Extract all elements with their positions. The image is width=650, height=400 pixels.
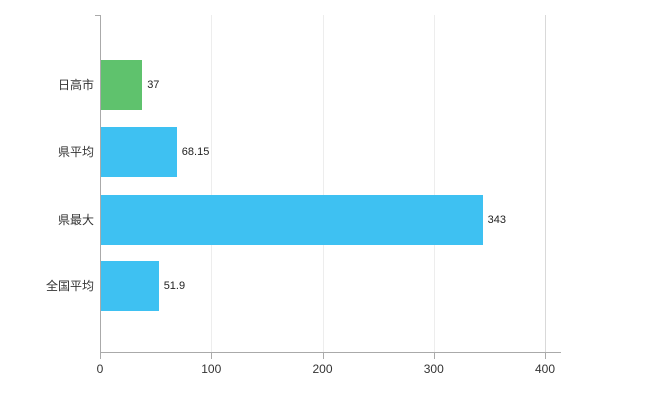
x-tick-label: 300 (423, 362, 444, 376)
x-tick-label: 400 (534, 362, 556, 376)
x-axis-tick-100 (211, 353, 213, 359)
x-tick-label: 100 (201, 362, 222, 376)
x-tick-label: 0 (96, 362, 104, 376)
gridline-400 (545, 15, 546, 352)
x-axis-tick-200 (322, 353, 324, 359)
category-label: 全国平均 (45, 279, 94, 293)
plot-area: 37 68.15 343 51.9 (100, 15, 561, 353)
value-label: 51.9 (163, 280, 186, 292)
x-axis-tick-300 (433, 353, 435, 359)
category-label: 日高市 (57, 78, 94, 92)
gridline-200 (322, 15, 324, 352)
x-axis-tick-0 (100, 353, 101, 359)
bar-県最大 (101, 195, 483, 245)
value-label: 343 (487, 214, 506, 226)
bar-日高市 (101, 60, 143, 110)
gridline-100 (211, 15, 213, 352)
value-label: 68.15 (181, 146, 210, 158)
bar-県平均 (101, 127, 177, 177)
gridline-300 (433, 15, 435, 352)
x-axis-tick-400 (545, 353, 546, 359)
category-label: 県平均 (57, 145, 94, 159)
x-tick-label: 200 (312, 362, 333, 376)
y-axis-top-tick (95, 15, 100, 16)
value-label: 37 (147, 79, 160, 91)
bar-全国平均 (101, 261, 159, 311)
category-label: 県最大 (57, 213, 94, 227)
